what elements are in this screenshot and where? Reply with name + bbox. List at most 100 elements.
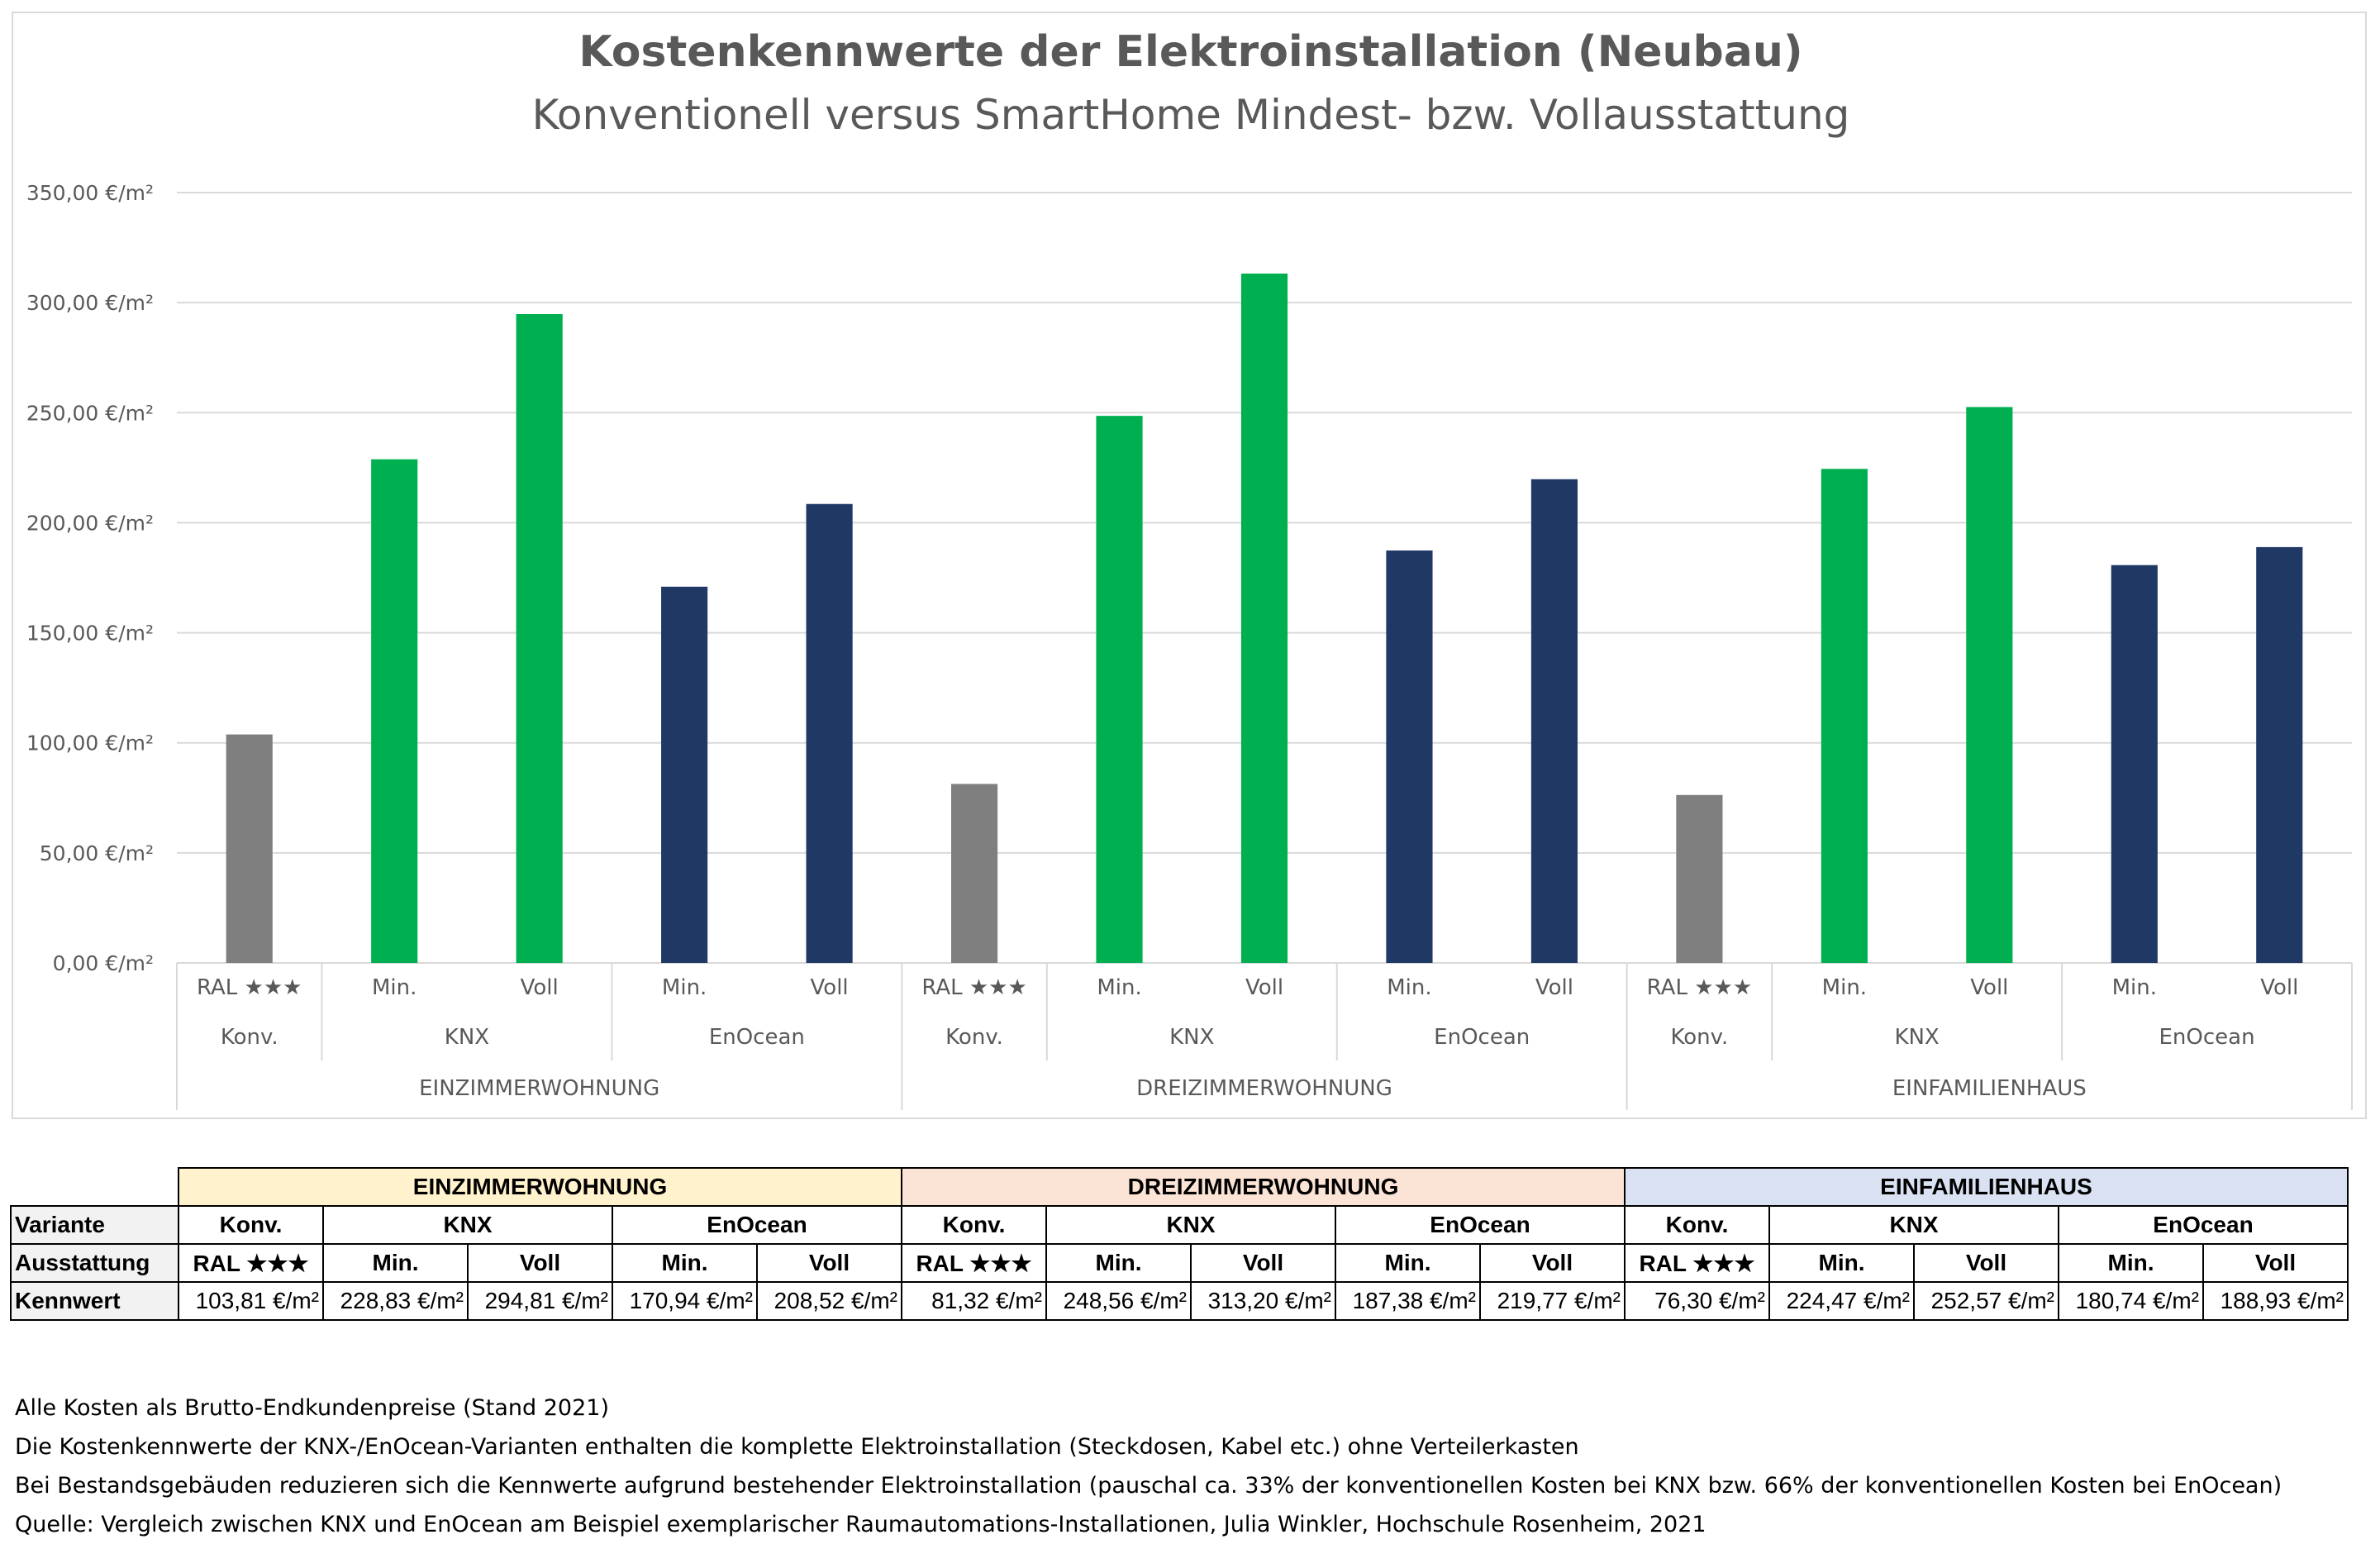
- y-tick-label: 300,00 €/m²: [26, 291, 154, 315]
- x-subgroup-label: EnOcean: [2159, 1025, 2254, 1050]
- chart-title: Kostenkennwerte der Elektroinstallation …: [578, 27, 1802, 77]
- y-tick-label: 250,00 €/m²: [26, 401, 154, 425]
- table-group-header: EINZIMMERWOHNUNG: [178, 1167, 902, 1207]
- bar-enocean: [1386, 550, 1433, 963]
- table-cell: 103,81 €/m²: [178, 1281, 324, 1321]
- table-row-variante: Variante Konv. KNX EnOcean Konv. KNX EnO…: [10, 1205, 2349, 1245]
- y-tick-label: 200,00 €/m²: [26, 511, 154, 535]
- table-cell: RAL ★★★: [1624, 1243, 1770, 1283]
- x-group-label: DREIZIMMERWOHNUNG: [1136, 1076, 1392, 1101]
- x-group-label: EINZIMMERWOHNUNG: [419, 1076, 659, 1101]
- x-subgroup-label: KNX: [1894, 1025, 1939, 1050]
- x-bar-label: RAL ★★★: [197, 975, 302, 1000]
- table-cell: Konv.: [901, 1205, 1047, 1245]
- x-subgroup-label: Konv.: [945, 1025, 1003, 1050]
- table-cell: 187,38 €/m²: [1335, 1281, 1481, 1321]
- bar-enocean: [2256, 546, 2303, 963]
- x-subgroup-label: Konv.: [1671, 1025, 1729, 1050]
- x-bar-label: RAL ★★★: [921, 975, 1026, 1000]
- table-cell: RAL ★★★: [178, 1243, 324, 1283]
- x-subgroup-label: EnOcean: [709, 1025, 805, 1050]
- x-bar-label: Min.: [1822, 975, 1867, 1000]
- table-cell: Voll: [1190, 1243, 1336, 1283]
- table-cell: 224,47 €/m²: [1768, 1281, 1915, 1321]
- table-cell: Voll: [1479, 1243, 1626, 1283]
- bar-chart: Kostenkennwerte der Elektroinstallation …: [26, 27, 2353, 1110]
- table-row-kennwert: Kennwert 103,81 €/m² 228,83 €/m² 294,81 …: [10, 1281, 2349, 1321]
- table-cell: 248,56 €/m²: [1045, 1281, 1192, 1321]
- table-cell: 170,94 €/m²: [612, 1281, 758, 1321]
- footnote: Die Kostenkennwerte der KNX-/EnOcean-Var…: [15, 1434, 1579, 1460]
- x-bar-label: Min.: [662, 975, 707, 1000]
- table-cell: 294,81 €/m²: [467, 1281, 613, 1321]
- bar-enocean: [661, 586, 708, 963]
- table-group-header: DREIZIMMERWOHNUNG: [901, 1167, 1626, 1207]
- table-cell: Voll: [1913, 1243, 2059, 1283]
- bar-knx: [1096, 416, 1143, 963]
- table-corner: [11, 1168, 178, 1206]
- table-cell: Min.: [1045, 1243, 1192, 1283]
- table-cell: Voll: [2202, 1243, 2349, 1283]
- table-cell: KNX: [322, 1205, 613, 1245]
- x-bar-label: Min.: [1097, 975, 1141, 1000]
- table-cell: Min.: [1335, 1243, 1481, 1283]
- x-subgroup-label: KNX: [1169, 1025, 1214, 1050]
- table-cell: Min.: [1768, 1243, 1915, 1283]
- table-cell: Min.: [612, 1243, 758, 1283]
- kennwert-table-wrap: EINZIMMERWOHNUNG DREIZIMMERWOHNUNG EINFA…: [10, 1167, 2349, 1321]
- x-subgroup-label: KNX: [445, 1025, 489, 1050]
- bar-enocean: [1530, 479, 1578, 963]
- bar-enocean: [2111, 565, 2158, 963]
- bar-knx: [371, 459, 418, 963]
- bar-knx: [1966, 407, 2013, 964]
- footnote: Alle Kosten als Brutto-Endkundenpreise (…: [15, 1395, 609, 1421]
- bar-enocean: [806, 503, 853, 963]
- row-label-ausstattung: Ausstattung: [10, 1243, 179, 1283]
- x-bar-label: RAL ★★★: [1647, 975, 1752, 1000]
- footnotes: Alle Kosten als Brutto-Endkundenpreise (…: [15, 1389, 2282, 1544]
- x-subgroup-label: Konv.: [221, 1025, 278, 1050]
- y-tick-label: 100,00 €/m²: [26, 731, 154, 755]
- bar-knx: [1240, 273, 1288, 963]
- y-tick-label: 50,00 €/m²: [40, 841, 154, 865]
- table-cell: Min.: [322, 1243, 469, 1283]
- bar-knx: [516, 313, 563, 963]
- x-subgroup-label: EnOcean: [1434, 1025, 1530, 1050]
- table-cell: Konv.: [178, 1205, 324, 1245]
- table-cell: Min.: [2058, 1243, 2204, 1283]
- table-cell: 180,74 €/m²: [2058, 1281, 2204, 1321]
- row-label-variante: Variante: [10, 1205, 179, 1245]
- bar-knx: [1821, 469, 1868, 963]
- x-bar-label: Voll: [1245, 975, 1283, 1000]
- table-cell: Konv.: [1624, 1205, 1770, 1245]
- table-cell: 208,52 €/m²: [756, 1281, 902, 1321]
- table-cell: RAL ★★★: [901, 1243, 1047, 1283]
- table-cell: Voll: [467, 1243, 613, 1283]
- table-cell: Voll: [756, 1243, 902, 1283]
- x-bar-label: Voll: [1535, 975, 1573, 1000]
- x-bar-label: Voll: [1970, 975, 2008, 1000]
- y-tick-label: 150,00 €/m²: [26, 622, 154, 646]
- y-tick-label: 0,00 €/m²: [53, 951, 154, 975]
- table-cell: 219,77 €/m²: [1479, 1281, 1626, 1321]
- table-group-header: EINFAMILIENHAUS: [1624, 1167, 2349, 1207]
- chart-subtitle: Konventionell versus SmartHome Mindest- …: [532, 91, 1850, 139]
- bar-konv: [1676, 794, 1723, 963]
- chart-frame: Kostenkennwerte der Elektroinstallation …: [12, 12, 2367, 1119]
- table-cell: 188,93 €/m²: [2202, 1281, 2349, 1321]
- row-label-kennwert: Kennwert: [10, 1281, 179, 1321]
- x-bar-label: Voll: [521, 975, 559, 1000]
- table-header-row: EINZIMMERWOHNUNG DREIZIMMERWOHNUNG EINFA…: [11, 1167, 2349, 1207]
- table-cell: 76,30 €/m²: [1624, 1281, 1770, 1321]
- bar-konv: [226, 734, 273, 963]
- footnote: Bei Bestandsgebäuden reduzieren sich die…: [15, 1473, 2282, 1499]
- x-bar-label: Voll: [2260, 975, 2298, 1000]
- x-bar-label: Voll: [811, 975, 849, 1000]
- table-cell: KNX: [1045, 1205, 1336, 1245]
- x-bar-label: Min.: [372, 975, 416, 1000]
- kennwert-table: EINZIMMERWOHNUNG DREIZIMMERWOHNUNG EINFA…: [10, 1167, 2349, 1321]
- table-cell: 252,57 €/m²: [1913, 1281, 2059, 1321]
- bar-konv: [950, 784, 998, 963]
- table-cell: EnOcean: [1335, 1205, 1626, 1245]
- y-tick-label: 350,00 €/m²: [26, 181, 154, 205]
